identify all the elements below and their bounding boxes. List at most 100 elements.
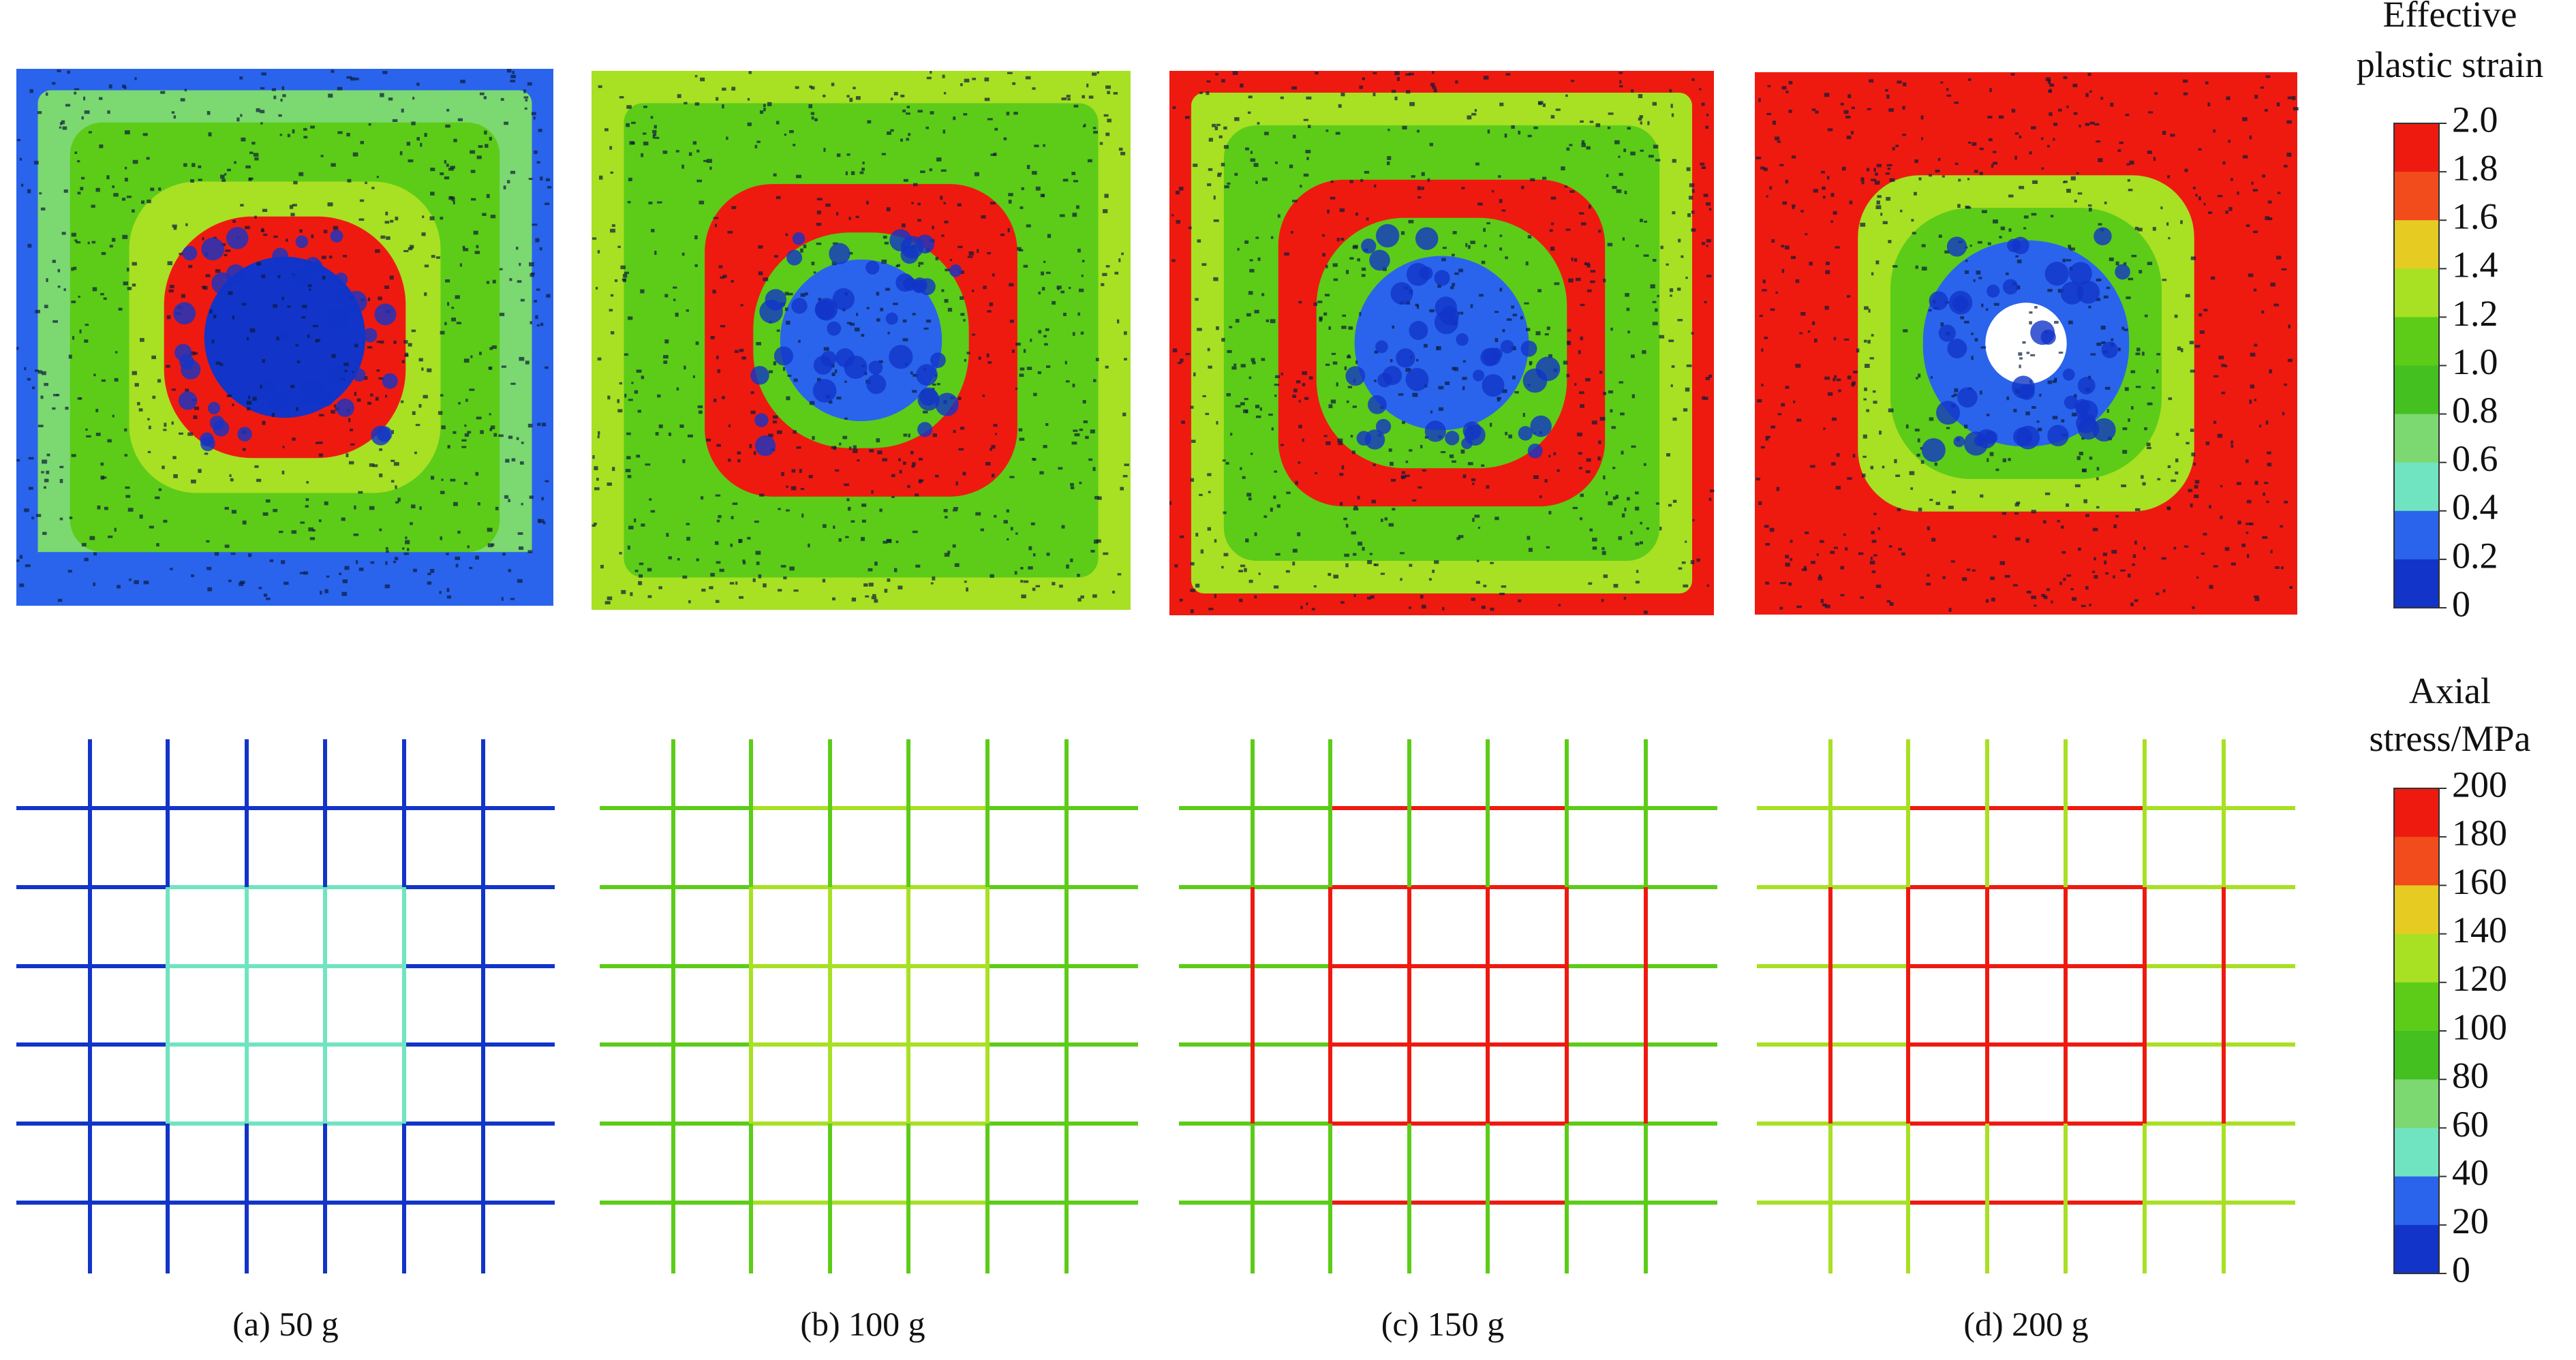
texture xyxy=(2166,222,2169,226)
texture xyxy=(1564,185,1568,188)
texture xyxy=(487,543,493,548)
texture xyxy=(1249,268,1255,273)
texture xyxy=(639,574,643,578)
texture xyxy=(440,172,444,176)
texture xyxy=(2012,584,2018,587)
texture xyxy=(1259,407,1262,411)
texture xyxy=(1357,258,1360,262)
texture xyxy=(121,198,126,201)
texture xyxy=(718,514,722,519)
texture xyxy=(486,281,490,284)
texture xyxy=(1833,377,1836,382)
texture xyxy=(262,378,277,394)
texture xyxy=(688,600,691,604)
texture xyxy=(1230,433,1233,436)
texture xyxy=(2106,286,2111,290)
texture xyxy=(1025,76,1031,80)
texture xyxy=(1237,247,1240,251)
texture xyxy=(474,251,480,254)
texture xyxy=(322,275,326,280)
texture xyxy=(1400,578,1402,581)
texture xyxy=(1032,553,1036,557)
texture xyxy=(687,434,693,437)
texture xyxy=(2224,365,2228,368)
texture xyxy=(1960,316,1965,320)
axial-stress-grid xyxy=(600,739,1138,1273)
texture xyxy=(855,96,861,100)
texture xyxy=(1018,428,1023,432)
texture xyxy=(1846,136,1852,140)
texture xyxy=(1417,186,1422,191)
texture xyxy=(1482,347,1501,366)
texture xyxy=(1021,187,1024,190)
texture xyxy=(231,510,236,514)
texture xyxy=(1809,465,1815,468)
texture xyxy=(1172,348,1178,353)
texture xyxy=(1207,347,1210,352)
texture xyxy=(2041,167,2044,170)
texture xyxy=(932,226,934,230)
texture xyxy=(780,565,786,568)
texture xyxy=(2025,411,2030,416)
texture xyxy=(1217,174,1221,177)
texture xyxy=(2264,482,2269,484)
texture xyxy=(849,97,853,102)
texture xyxy=(171,421,174,425)
texture xyxy=(527,550,533,553)
texture xyxy=(1685,387,1690,392)
texture xyxy=(1867,108,1871,110)
texture xyxy=(846,153,850,156)
texture xyxy=(1240,402,1245,405)
texture xyxy=(793,589,799,592)
colorbar-band xyxy=(2394,268,2439,318)
texture xyxy=(1370,595,1375,599)
texture xyxy=(281,470,285,475)
texture xyxy=(1980,390,1982,395)
texture xyxy=(1803,566,1807,570)
texture xyxy=(44,478,49,482)
texture xyxy=(376,176,379,179)
texture xyxy=(917,388,940,411)
texture xyxy=(1781,245,1785,248)
texture xyxy=(915,493,919,497)
texture xyxy=(2142,482,2146,486)
texture xyxy=(1821,170,1825,174)
texture xyxy=(2217,433,2223,438)
texture xyxy=(1755,478,1760,481)
texture xyxy=(1104,194,1109,198)
texture xyxy=(483,96,487,99)
texture xyxy=(2220,484,2223,488)
texture xyxy=(2213,129,2216,133)
texture xyxy=(1257,257,1261,261)
texture xyxy=(1221,79,1225,83)
texture xyxy=(418,358,423,362)
texture xyxy=(354,343,358,347)
texture xyxy=(1015,532,1018,535)
colorbar: Axialstress/MPa2001801601401201008060402… xyxy=(2369,670,2530,1290)
texture xyxy=(1195,583,1200,588)
texture xyxy=(1298,399,1301,403)
texture xyxy=(1636,570,1639,573)
texture xyxy=(1481,605,1486,609)
texture xyxy=(1542,103,1546,108)
texture xyxy=(906,106,910,108)
texture xyxy=(1672,417,1677,421)
texture xyxy=(117,585,121,589)
texture xyxy=(887,131,891,135)
texture xyxy=(1619,381,1624,384)
texture xyxy=(1190,478,1195,482)
texture xyxy=(663,360,668,365)
texture xyxy=(1930,376,1933,379)
texture xyxy=(1598,230,1601,233)
texture xyxy=(694,75,698,78)
texture xyxy=(464,433,470,437)
texture xyxy=(1627,330,1630,334)
texture xyxy=(40,207,46,211)
texture xyxy=(1351,450,1355,454)
texture xyxy=(2177,346,2181,351)
texture xyxy=(114,527,117,532)
texture xyxy=(1494,516,1499,521)
texture xyxy=(1962,577,1967,581)
texture xyxy=(739,348,744,352)
texture xyxy=(1558,604,1561,606)
